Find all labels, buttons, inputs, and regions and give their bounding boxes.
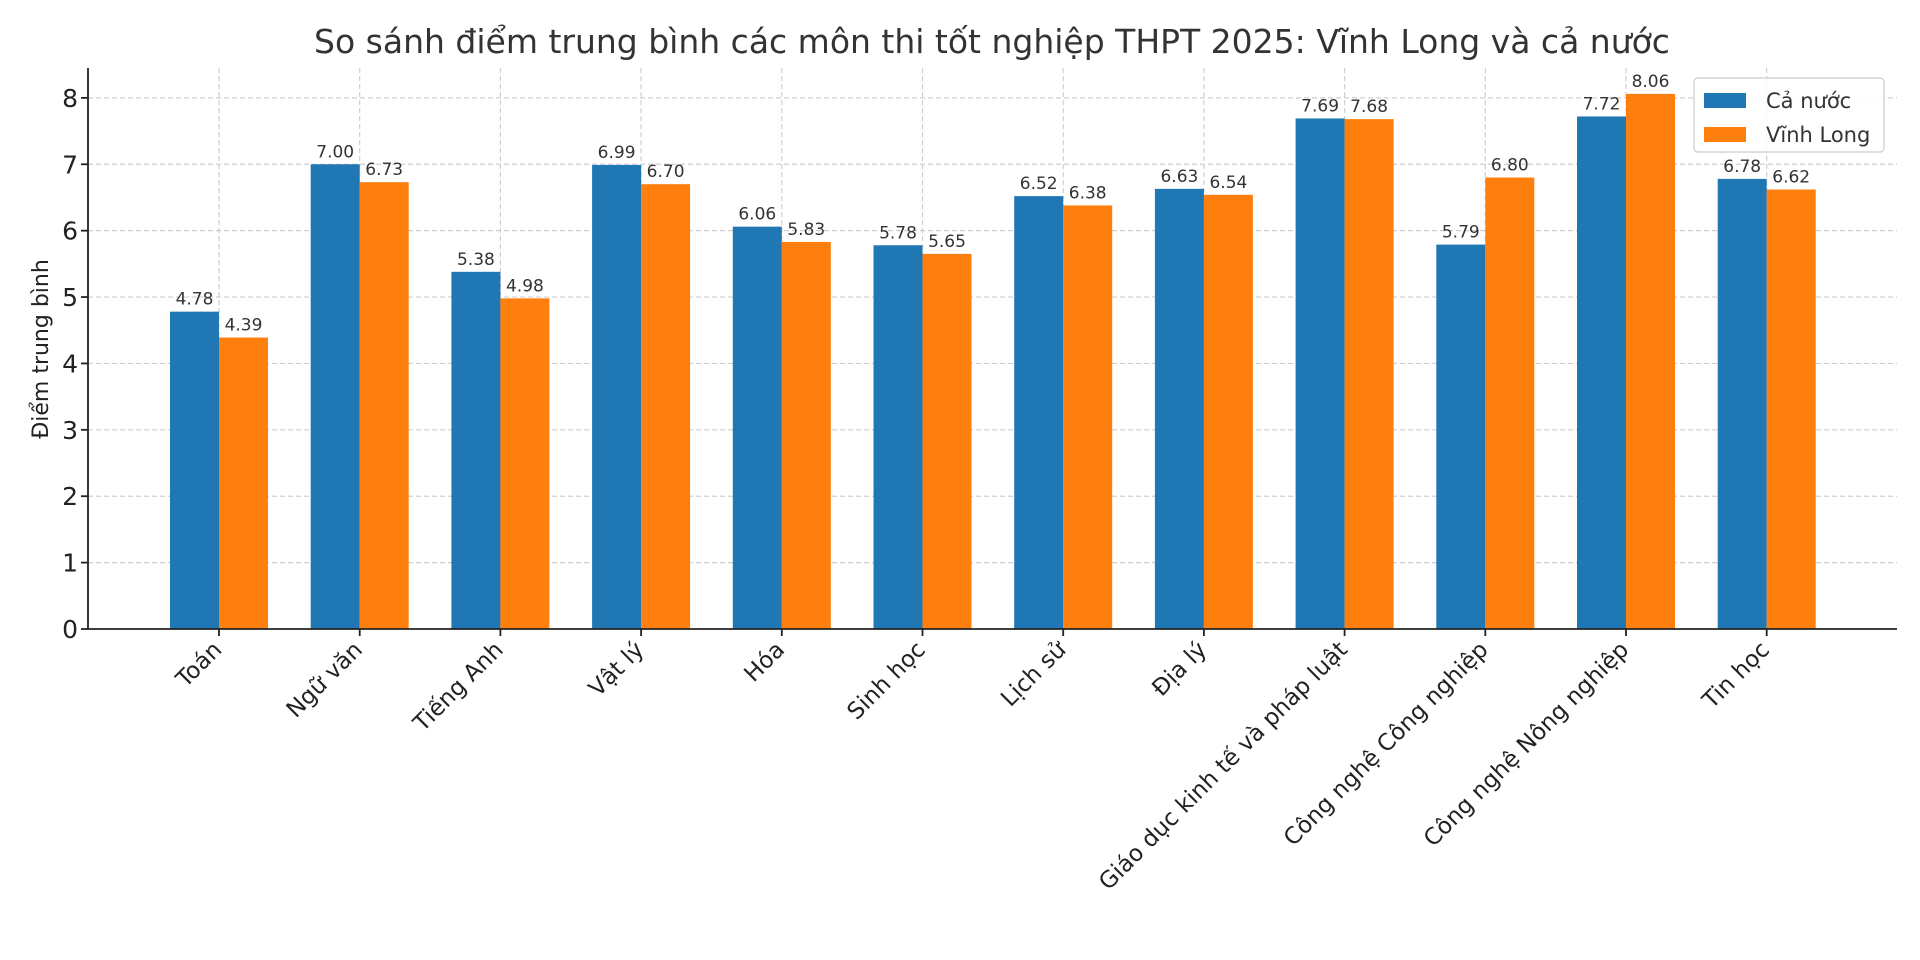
y-tick-label: 7 (62, 150, 78, 179)
data-label: 6.38 (1069, 183, 1107, 203)
bars (170, 93, 1816, 630)
y-axis-label: Điểm trung bình (29, 259, 54, 439)
data-label: 6.80 (1491, 156, 1529, 176)
x-tick-label: Sinh học (843, 637, 931, 725)
data-label: 6.54 (1209, 173, 1247, 193)
bar (1295, 118, 1345, 630)
data-label: 5.65 (928, 232, 966, 252)
legend-swatch (1704, 93, 1746, 108)
y-tick-label: 5 (62, 283, 78, 312)
y-tick-label: 0 (62, 615, 78, 644)
y-tick-label: 1 (62, 549, 78, 578)
legend: Cả nước Vĩnh Long (1693, 77, 1885, 153)
bar (1154, 188, 1204, 630)
bar (922, 253, 972, 629)
bar (170, 311, 219, 629)
data-label: 6.78 (1723, 157, 1761, 177)
y-tick-label: 2 (62, 482, 78, 511)
x-tick-label: Hóa (740, 637, 791, 688)
y-ticks: 0 1 2 3 4 5 6 7 8 (62, 84, 78, 644)
data-label: 6.52 (1020, 174, 1058, 194)
data-label: 7.69 (1301, 96, 1339, 116)
data-label: 5.83 (787, 220, 825, 240)
data-label: 6.73 (365, 160, 403, 180)
bar (1626, 93, 1675, 629)
bar (641, 184, 691, 630)
chart-title: So sánh điểm trung bình các môn thi tốt … (314, 22, 1670, 61)
bar (1766, 189, 1816, 629)
data-label: 4.98 (506, 276, 544, 296)
bar (592, 164, 642, 629)
data-label: 6.99 (598, 143, 636, 163)
x-tick-label: Tin học (1697, 637, 1775, 715)
data-label: 5.78 (879, 223, 917, 243)
x-tick-label: Giáo dục kinh tế và pháp luật (1094, 637, 1353, 896)
bar (781, 241, 831, 630)
bar (1203, 194, 1253, 630)
data-label: 6.62 (1772, 167, 1810, 187)
axes (81, 68, 1897, 636)
bar (219, 337, 268, 629)
bar (359, 182, 409, 629)
data-label: 8.06 (1632, 72, 1670, 92)
data-label: 7.68 (1350, 97, 1388, 117)
bar (1344, 119, 1394, 629)
data-label: 5.79 (1442, 223, 1480, 243)
y-tick-label: 8 (62, 84, 78, 113)
bar (1577, 116, 1626, 629)
data-label: 6.06 (738, 205, 776, 225)
legend-label: Vĩnh Long (1766, 123, 1870, 147)
bar (1436, 244, 1486, 629)
bar (1717, 178, 1767, 629)
bar (310, 164, 360, 629)
bar (1014, 196, 1064, 629)
y-tick-label: 4 (62, 349, 78, 378)
x-tick-label: Lịch sử (996, 636, 1072, 712)
x-tick-label: Địa lý (1147, 637, 1212, 702)
bar (500, 298, 550, 629)
data-label: 7.72 (1583, 94, 1621, 114)
data-label: 6.63 (1160, 167, 1198, 187)
legend-label: Cả nước (1766, 89, 1851, 113)
bar (451, 271, 501, 629)
data-label: 4.39 (225, 316, 263, 336)
data-label: 6.70 (647, 162, 685, 182)
legend-swatch (1704, 127, 1746, 142)
bar (1485, 177, 1535, 629)
x-ticks: Toán Ngữ văn Tiếng Anh Vật lý Hóa Sinh học Lịc… (171, 636, 1775, 896)
bar (732, 226, 782, 629)
y-tick-label: 6 (62, 217, 78, 246)
x-tick-label: Vật lý (584, 637, 649, 702)
x-tick-label: Toán (171, 637, 227, 693)
y-tick-label: 3 (62, 416, 78, 445)
data-label: 5.38 (457, 250, 495, 270)
x-tick-label: Tiếng Anh (408, 637, 509, 738)
x-tick-label: Ngữ văn (282, 637, 368, 723)
bar (873, 245, 923, 629)
bar (1063, 205, 1113, 629)
data-labels: 4.78 7.00 5.38 6.99 6.06 5.78 6.52 6.63 7.69 5.79… (176, 72, 1811, 336)
data-label: 4.78 (176, 290, 214, 310)
data-label: 7.00 (316, 142, 354, 162)
